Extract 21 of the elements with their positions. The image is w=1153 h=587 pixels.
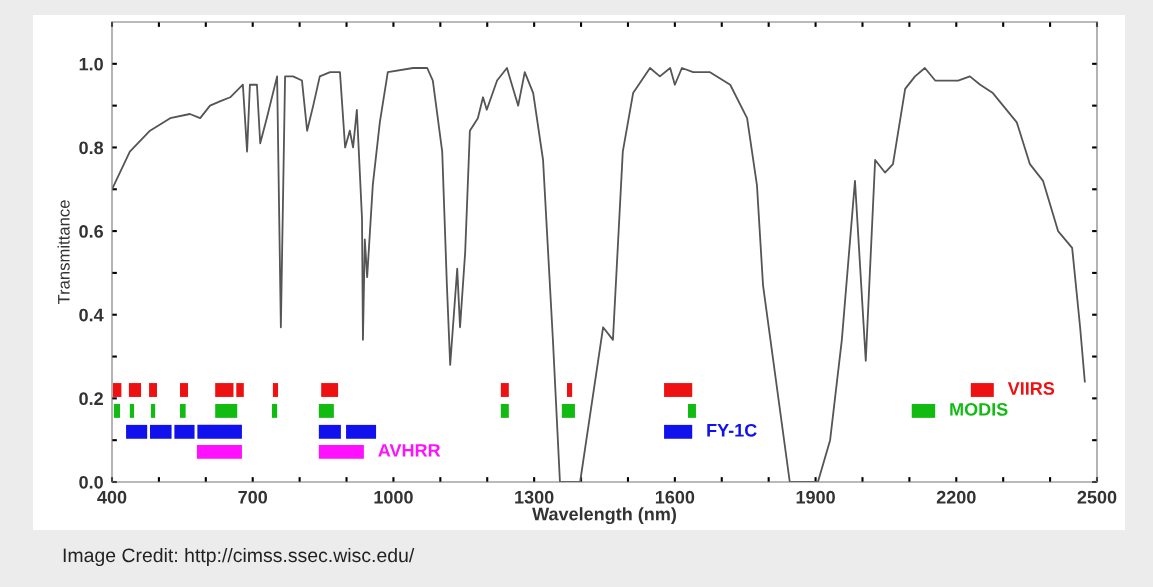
x-tick-label: 400 xyxy=(97,490,127,504)
y-tick-label: 0.8 xyxy=(79,141,104,155)
y-tick-label: 0.0 xyxy=(79,475,103,489)
x-tick-label: 1300 xyxy=(515,490,554,504)
y-axis-title: Transmittance xyxy=(57,200,70,305)
x-axis-title: Wavelength (nm) xyxy=(532,507,676,525)
y-tick-label: 0.6 xyxy=(79,225,104,238)
x-tick-label: 2200 xyxy=(936,490,976,504)
x-tick-label: 1600 xyxy=(655,490,695,504)
x-tick-label: 1900 xyxy=(796,490,835,504)
series-label: FY-1C xyxy=(707,423,757,437)
x-tick-label: 2500 xyxy=(1077,490,1117,504)
series-label: AVHRR xyxy=(378,444,441,457)
y-tick-label: 0.4 xyxy=(79,308,104,322)
y-tick-label: 1.0 xyxy=(79,57,103,71)
x-tick-label: 1000 xyxy=(374,490,413,504)
series-label: MODIS xyxy=(950,402,1008,416)
series-label: VIIRS xyxy=(1007,382,1055,395)
y-tick-label: 0.2 xyxy=(79,392,103,406)
text: Image Credit: http://cimss.ssec.wisc.edu/ xyxy=(63,547,415,567)
x-tick-label: 700 xyxy=(238,490,268,504)
